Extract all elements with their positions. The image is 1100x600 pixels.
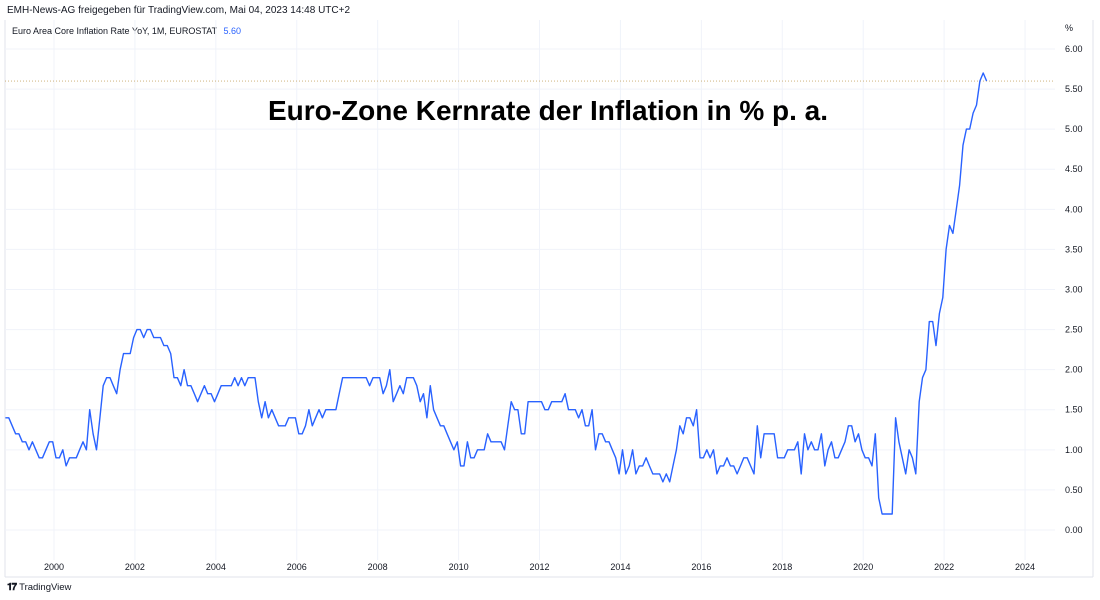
x-tick-label: 2020 — [853, 562, 873, 572]
y-tick-label: 0.00 — [1065, 525, 1083, 535]
attribution-text: EMH-News-AG freigegeben für TradingView.… — [7, 5, 351, 16]
x-tick-label: 2024 — [1015, 562, 1035, 572]
x-tick-label: 2018 — [772, 562, 792, 572]
x-tick-label: 2022 — [934, 562, 954, 572]
x-tick-label: 2010 — [449, 562, 469, 572]
y-axis: 0.00 0.50 1.00 1.50 2.00 2.50 3.00 3.50 4.00 4.50… — [1065, 44, 1083, 535]
y-tick-label: 1.00 — [1065, 445, 1083, 455]
y-tick-label: 3.50 — [1065, 244, 1083, 254]
grid — [4, 20, 1094, 578]
y-tick-label: 4.50 — [1065, 164, 1083, 174]
y-tick-label: 2.50 — [1065, 325, 1083, 335]
y-axis-unit: % — [1065, 23, 1073, 33]
x-axis: 2000 2002 2004 2006 2008 2010 2012 2014 2016 2018… — [44, 562, 1035, 572]
x-tick-label: 2014 — [610, 562, 630, 572]
series-name: Euro Area Core Inflation Rate YoY, 1M, E… — [12, 26, 217, 36]
brand-name: TradingView — [19, 582, 72, 593]
x-tick-label: 2004 — [206, 562, 226, 572]
y-tick-label: 5.50 — [1065, 84, 1083, 94]
y-tick-label: 4.00 — [1065, 204, 1083, 214]
y-tick-label: 1.50 — [1065, 405, 1083, 415]
y-tick-label: 0.50 — [1065, 485, 1083, 495]
y-tick-label: 6.00 — [1065, 44, 1083, 54]
x-tick-label: 2008 — [368, 562, 388, 572]
tradingview-logo-icon: 𝟏𝟕 — [7, 582, 17, 593]
x-tick-label: 2016 — [691, 562, 711, 572]
series-last-value: 5.60 — [223, 26, 241, 36]
x-tick-label: 2002 — [125, 562, 145, 572]
y-tick-label: 3.00 — [1065, 284, 1083, 294]
x-tick-label: 2006 — [287, 562, 307, 572]
x-tick-label: 2000 — [44, 562, 64, 572]
tradingview-footer[interactable]: 𝟏𝟕 TradingView — [7, 582, 71, 593]
series-line — [5, 72, 988, 515]
chart-title: Euro-Zone Kernrate der Inflation in % p.… — [268, 95, 828, 126]
y-tick-label: 2.00 — [1065, 365, 1083, 375]
series-legend[interactable]: Euro Area Core Inflation Rate YoY, 1M, E… — [12, 26, 241, 36]
x-tick-label: 2012 — [530, 562, 550, 572]
y-tick-label: 5.00 — [1065, 124, 1083, 134]
